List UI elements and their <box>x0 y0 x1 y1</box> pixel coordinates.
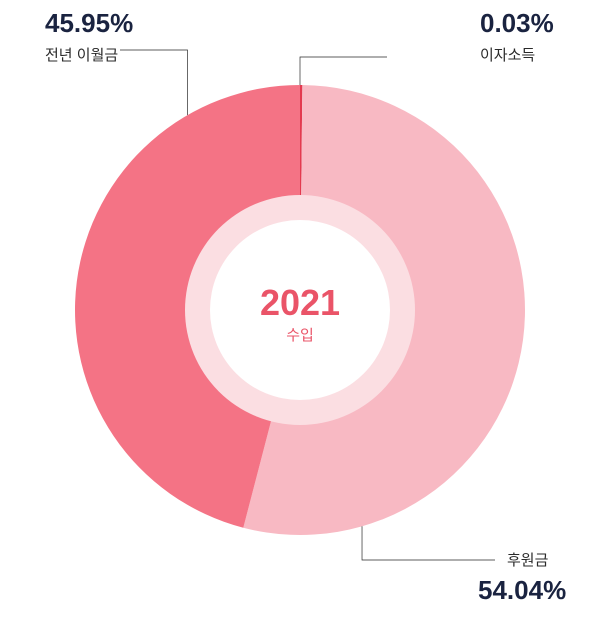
revenue-donut-chart: 2021 수입 0.03% 이자소득 54.04% 후원금 45.95% 전년 … <box>0 0 600 619</box>
center-subtitle: 수입 <box>286 324 314 345</box>
percent-donation: 54.04% <box>478 575 566 606</box>
label-carryover: 전년 이월금 <box>45 44 118 65</box>
percent-carryover: 45.95% <box>45 8 133 39</box>
label-donation: 후원금 <box>507 549 548 570</box>
percent-interest: 0.03% <box>480 8 554 39</box>
label-interest: 이자소득 <box>480 44 535 65</box>
center-year: 2021 <box>260 282 340 324</box>
